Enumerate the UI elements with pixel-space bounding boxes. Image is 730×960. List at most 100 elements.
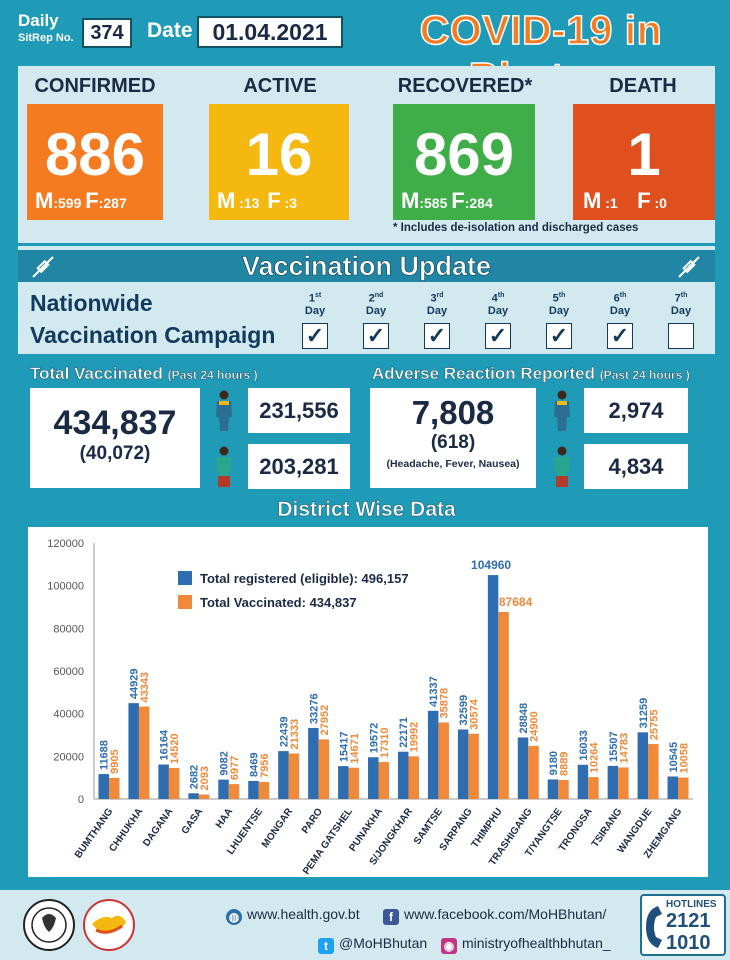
adverse-note: (Headache, Fever, Nausea) — [386, 458, 520, 470]
bar-vaccinated — [468, 733, 479, 799]
bar-registered — [308, 728, 319, 799]
hotline-2121[interactable]: 2121 — [666, 910, 711, 932]
campaign-days: 1st Day ✓ 2nd Day ✓ 3rd Day ✓ 4th Day ✓ 5th Day ✓ 6th Da… — [298, 290, 718, 350]
bhutan-map-logo — [83, 899, 135, 951]
date-label: Date — [147, 19, 193, 42]
data-label: 19572 — [368, 723, 380, 754]
x-tick-label: BUMTHANG — [73, 806, 116, 860]
instagram-link[interactable]: ◉ ministryofhealthbhutan_ — [441, 935, 611, 954]
y-tick-label: 60000 — [53, 666, 84, 678]
bar-vaccinated — [258, 782, 270, 799]
x-tick-label: DAGANA — [141, 806, 175, 848]
campaign-day-1: 1st Day ✓ — [298, 290, 332, 349]
district-bar-chart: 0 20000 40000 60000 80000 100000 120000 1168899… — [47, 538, 693, 877]
bar-registered — [98, 774, 109, 799]
data-label: 16164 — [159, 729, 171, 760]
syringe-icon — [32, 256, 54, 278]
bar-registered — [577, 764, 589, 799]
male-icon — [554, 390, 570, 431]
x-tick-label: SAMTSE — [412, 806, 445, 847]
death-value: 1 — [627, 121, 661, 188]
bar-vaccinated — [318, 739, 330, 799]
bar-registered — [667, 776, 679, 799]
data-label: 7956 — [259, 754, 271, 778]
active-label: ACTIVE — [243, 75, 317, 97]
adverse-total: 7,808 — [411, 394, 495, 431]
x-tick-label: HAA — [214, 806, 235, 830]
bar-registered — [427, 710, 439, 799]
data-label: 104960 — [471, 558, 511, 572]
district-title: District Wise Data — [277, 498, 456, 521]
bar-registered — [128, 703, 139, 799]
data-label: 24900 — [529, 711, 541, 742]
sitrep-label: SitRep No. — [18, 32, 74, 44]
campaign-line1: Nationwide — [30, 290, 153, 316]
day-label: 6th Day — [609, 292, 631, 317]
data-label: 14783 — [618, 733, 630, 764]
data-label: 9905 — [109, 749, 121, 773]
recovered-gender: M:585 F:284 — [401, 188, 493, 213]
bar-registered — [188, 793, 199, 799]
day-label: 1st Day — [304, 292, 326, 317]
bar-registered — [517, 737, 529, 799]
globe-icon: ◍ — [226, 909, 242, 925]
total-vaccinated-value: 434,837 — [53, 404, 177, 442]
campaign-day-3: 3rd Day ✓ — [420, 290, 454, 349]
bar-vaccinated — [408, 756, 419, 799]
bar-vaccinated — [108, 777, 120, 799]
bar-registered — [338, 766, 349, 799]
x-tick-label: GASA — [180, 806, 206, 836]
data-label: 43343 — [139, 672, 151, 703]
female-vaccinated: 203,281 — [248, 444, 350, 489]
twitter-link[interactable]: t @MoHBhutan — [318, 935, 427, 954]
moh-emblem-logo — [23, 899, 75, 951]
campaign-day-5: 5th Day ✓ — [542, 290, 576, 349]
instagram-icon: ◉ — [441, 938, 457, 954]
bar-vaccinated — [138, 706, 150, 799]
bar-registered — [487, 575, 499, 799]
male-icon — [216, 390, 232, 431]
y-tick-label: 100000 — [47, 581, 84, 593]
day-checkbox: ✓ — [546, 322, 572, 349]
twitter-icon: t — [318, 938, 334, 954]
vaccination-title-bar — [18, 250, 715, 282]
website-link[interactable]: ◍ www.health.gov.bt — [226, 906, 360, 925]
day-label: 5th Day — [548, 292, 570, 317]
y-tick-label: 40000 — [53, 709, 84, 721]
x-tick-label: MONGAR — [260, 806, 296, 850]
data-label: 16033 — [578, 730, 590, 761]
data-label: 15507 — [608, 731, 620, 762]
legend-label: Total Vaccinated: 434,837 — [200, 595, 357, 610]
data-label: 9082 — [219, 751, 231, 775]
bar-vaccinated — [348, 767, 360, 799]
total-vaccinated-title: Total Vaccinated (Past 24 hours ) — [30, 364, 258, 383]
campaign-day-6: 6th Day ✓ — [603, 290, 637, 349]
x-tick-label: PARO — [300, 806, 325, 836]
data-label: 14671 — [349, 733, 361, 764]
confirmed-value: 886 — [44, 121, 146, 188]
data-label: 2093 — [199, 766, 211, 790]
data-label: 87684 — [499, 595, 533, 609]
legend-swatch — [178, 595, 192, 609]
data-label: 17310 — [379, 727, 391, 758]
campaign-line2: Vaccination Campaign — [30, 322, 276, 348]
data-label: 44929 — [129, 669, 141, 700]
total-vaccinated-card: 434,837 (40,072) — [30, 388, 200, 488]
data-label: 19992 — [409, 722, 421, 753]
data-label: 8889 — [558, 752, 570, 776]
data-label: 22171 — [398, 717, 410, 748]
female-icon — [554, 446, 570, 487]
hotline-1010[interactable]: 1010 — [666, 932, 711, 954]
bar-vaccinated — [498, 611, 509, 799]
chart-panel: 0 20000 40000 60000 80000 100000 120000 11688 99… — [28, 527, 708, 877]
bar-registered — [457, 729, 469, 799]
bar-vaccinated — [168, 768, 180, 799]
facebook-link[interactable]: f www.facebook.com/MoHBhutan/ — [383, 906, 606, 925]
male-vaccinated: 231,556 — [248, 388, 350, 433]
death-label: DEATH — [609, 75, 677, 97]
death-card: 1 M :1 F :0 — [573, 104, 715, 220]
day-checkbox — [668, 322, 694, 349]
data-label: 28848 — [518, 703, 530, 734]
bar-registered — [637, 732, 649, 799]
total-vaccinated-24h: (40,072) — [79, 443, 151, 464]
